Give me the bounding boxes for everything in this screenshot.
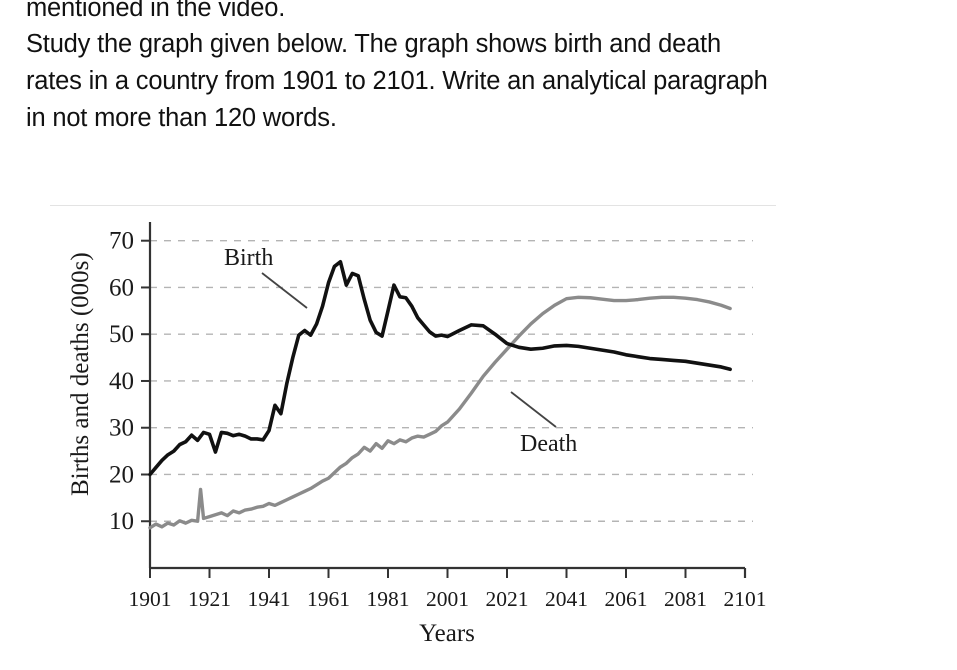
birth-annotation-label: Birth: [224, 245, 273, 271]
x-tick-label: 2001: [426, 587, 469, 611]
birth-line: [148, 259, 732, 477]
birth-death-line-chart: 10 20 30 40 50 60 70 1901 1921 1941 1961 1981 2001 2…: [67, 222, 767, 647]
y-tick-label: 70: [109, 228, 134, 255]
instruction-line-1: Study the graph given below. The graph s…: [26, 30, 721, 58]
death-leader-line: [510, 391, 557, 428]
x-axis-title: Years: [419, 620, 475, 647]
y-axis-title: Births and deaths (000s): [67, 252, 94, 496]
x-tick-label: 1921: [188, 587, 231, 611]
passage-text: mentioned in the video. Study the graph …: [26, 0, 951, 137]
chart-figure: 10 20 30 40 50 60 70 1901 1921 1941 1961 1981 2001 2…: [0, 196, 957, 670]
x-tick-label: 2061: [605, 587, 648, 611]
x-axis-tick-labels: 1901 1921 1941 1961 1981 2001 2021 2041 2061 2081…: [129, 587, 767, 611]
x-tick-label: 2021: [486, 587, 529, 611]
y-tick-label: 20: [109, 461, 134, 488]
y-tick-label: 10: [109, 508, 134, 535]
birth-leader-line: [261, 272, 308, 309]
y-tick-label: 50: [109, 321, 134, 348]
x-tick-label: 1961: [307, 587, 350, 611]
truncated-top-line: mentioned in the video.: [26, 0, 286, 22]
x-axis-ticks: [149, 568, 746, 578]
y-tick-label: 30: [109, 415, 134, 442]
x-tick-label: 1901: [129, 587, 172, 611]
figure-top-rule: [50, 205, 776, 206]
instruction-paragraph: Study the graph given below. The graph s…: [26, 26, 951, 137]
x-tick-label: 2101: [724, 587, 767, 611]
death-line: [148, 295, 732, 530]
x-tick-label: 1941: [248, 587, 291, 611]
y-axis-tick-labels: 10 20 30 40 50 60 70: [109, 228, 134, 536]
death-annotation-label: Death: [520, 431, 577, 457]
instruction-line-3: in not more than 120 words.: [26, 104, 337, 132]
y-tick-label: 60: [109, 274, 134, 301]
gridlines: [150, 240, 753, 522]
x-tick-label: 2081: [664, 587, 707, 611]
y-tick-label: 40: [109, 368, 134, 395]
x-tick-label: 1981: [367, 587, 410, 611]
instruction-line-2: rates in a country from 1901 to 2101. Wr…: [26, 67, 768, 95]
x-tick-label: 2041: [545, 587, 588, 611]
